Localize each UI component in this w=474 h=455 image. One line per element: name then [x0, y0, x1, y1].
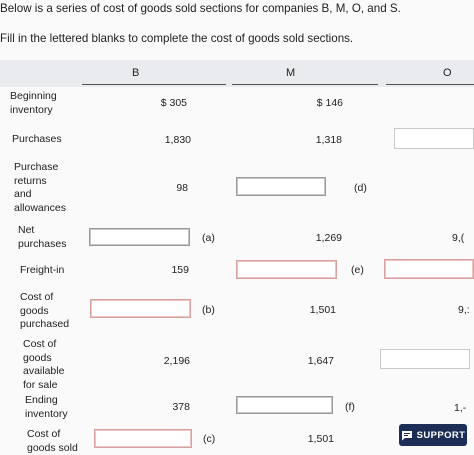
input-b-cost-goods-purchased[interactable] — [90, 299, 191, 318]
value-o-net-purchases: 9,( — [452, 232, 465, 244]
instructions-line-2: Fill in the lettered blanks to complete … — [0, 32, 354, 45]
row-label-freight-in: Freight-in — [20, 264, 65, 276]
input-m-purchase-returns[interactable] — [236, 177, 326, 196]
blank-letter-d: (d) — [354, 182, 367, 194]
input-b-net-purchases[interactable] — [89, 228, 190, 246]
row-label-ending-inventory: Ending inventory — [25, 394, 68, 420]
row-label-beginning-inventory: Beginning inventory — [10, 90, 57, 116]
value-o-cost-goods-purchased: 9,: — [458, 304, 470, 316]
value-b-freight-in: 159 — [171, 264, 189, 276]
value-b-beginning-inventory: $ 305 — [160, 97, 187, 109]
blank-letter-a: (a) — [202, 232, 215, 244]
value-b-ending-inventory: 378 — [172, 401, 190, 413]
input-o-freight-in[interactable] — [384, 259, 474, 279]
support-label: SUPPORT — [416, 429, 466, 441]
column-header-m: M — [286, 67, 296, 79]
value-m-cost-goods-available: 1,647 — [307, 355, 334, 367]
blank-letter-c: (c) — [203, 433, 216, 445]
value-b-purchase-returns: 98 — [176, 182, 188, 194]
value-m-beginning-inventory: $ 146 — [316, 97, 343, 109]
row-label-purchases: Purchases — [12, 133, 62, 145]
value-b-purchases: 1,830 — [164, 134, 191, 146]
row-label-purchase-returns: Purchase returns and allowances — [14, 161, 66, 214]
support-button[interactable]: SUPPORT — [399, 424, 467, 446]
value-m-net-purchases: 1,269 — [315, 232, 342, 244]
column-rule-b — [82, 84, 226, 85]
blank-letter-f: (f) — [345, 401, 355, 413]
input-m-freight-in[interactable] — [236, 260, 337, 279]
row-label-net-purchases: Net purchases — [18, 224, 67, 250]
column-rule-o — [386, 84, 474, 85]
value-m-purchases: 1,318 — [315, 134, 342, 146]
value-m-cost-goods-sold: 1,501 — [307, 433, 334, 445]
blank-letter-e: (e) — [351, 264, 364, 276]
column-header-b: B — [132, 67, 140, 79]
value-m-cost-goods-purchased: 1,501 — [309, 304, 336, 316]
input-m-ending-inventory[interactable] — [236, 396, 333, 414]
input-o-purchases[interactable] — [394, 128, 474, 149]
blank-letter-b: (b) — [202, 304, 215, 316]
instructions-line-1: Below is a series of cost of goods sold … — [0, 2, 401, 15]
input-o-cost-goods-available[interactable] — [380, 349, 470, 369]
input-b-cost-goods-sold[interactable] — [94, 429, 192, 448]
chat-icon — [401, 430, 413, 441]
row-label-cost-goods-purchased: Cost of goods purchased — [20, 291, 70, 330]
table-header — [0, 60, 474, 87]
row-label-cost-goods-sold: Cost of goods sold — [27, 428, 78, 454]
value-o-ending-inventory: 1,- — [454, 402, 467, 414]
column-header-o: O — [443, 67, 452, 79]
row-label-cost-goods-available: Cost of goods available for sale — [23, 338, 65, 391]
value-b-cost-goods-available: 2,196 — [163, 355, 190, 367]
column-rule-m — [232, 84, 378, 85]
